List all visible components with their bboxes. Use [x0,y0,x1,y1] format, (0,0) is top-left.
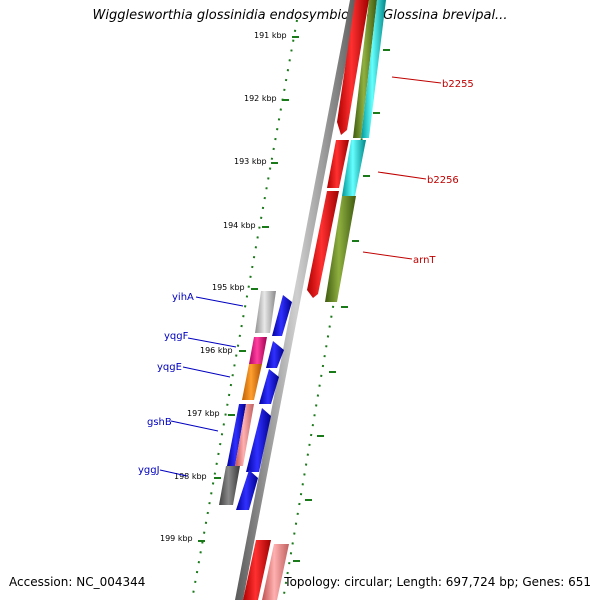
label-leader [187,337,237,348]
tick-label: 194 kbp [223,221,256,230]
cds-feature [353,0,377,138]
gene-feature [249,337,267,364]
tick-label: 199 kbp [160,534,193,543]
outer-tick-track [282,19,383,600]
gene-feature [227,404,246,466]
label-leader [182,366,231,378]
cds-feature [361,0,386,138]
cds-feature [307,191,339,298]
tick-label: 197 kbp [187,409,220,418]
tick-label: 192 kbp [244,94,277,103]
cds-feature [342,140,366,196]
gene-label-yqgF: yqgF [164,331,189,342]
gene-feature [235,404,254,466]
gene-label-yqgE: yqgE [157,362,182,373]
tick-label: 193 kbp [234,157,267,166]
label-leader [170,420,219,432]
gene-label-yihA: yihA [172,292,194,303]
major-ticks [198,36,390,562]
label-leader [159,469,188,477]
outer-label-leaders [362,76,442,260]
cds-feature [243,540,271,600]
gene-feature [219,466,240,505]
inner-tick-track [191,19,298,600]
gene-label-arnT: arnT [413,255,436,266]
label-leader [391,76,442,84]
cds-feature [262,544,289,600]
page-title: Wigglesworthia glossinidia endosymbiont … [92,8,508,23]
gene-label-yggJ: yggJ [138,465,160,476]
gene-feature [236,470,258,510]
gene-feature [255,291,276,333]
tick-label: 195 kbp [212,283,245,292]
gene-label-b2256: b2256 [427,175,459,186]
tick-label: 191 kbp [254,31,287,40]
gene-feature [259,369,279,404]
cds-feature [325,196,356,302]
tick-label: 196 kbp [200,346,233,355]
gene-feature [242,364,262,400]
cds-feature [327,140,349,188]
gene-feature [272,295,292,336]
gene-feature [266,341,284,368]
tick-label: 198 kbp [174,472,207,481]
genome-backbone [235,0,358,600]
gene-label-gshB: gshB [147,417,172,428]
label-leader [362,251,413,260]
gene-label-b2255: b2255 [442,79,474,90]
label-leader [195,296,244,307]
label-leader [377,171,427,180]
cds-feature [337,0,369,135]
gene-feature [246,408,271,472]
inner-label-leaders [159,296,244,477]
accession-text: Accession: NC_004344 [9,575,146,589]
genome-summary-text: Topology: circular; Length: 697,724 bp; … [284,575,591,589]
